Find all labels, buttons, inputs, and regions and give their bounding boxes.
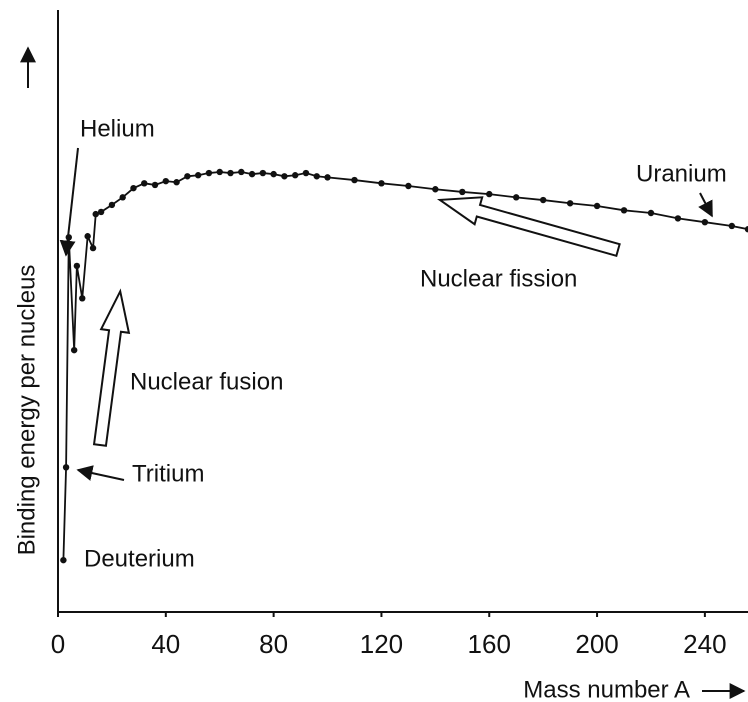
data-point	[459, 188, 466, 196]
x-tick-label: 240	[683, 629, 726, 659]
data-point	[62, 464, 70, 471]
data-point	[270, 170, 277, 178]
data-point	[119, 194, 126, 201]
data-point	[79, 295, 86, 302]
annotation: Nuclear fission	[420, 265, 577, 292]
data-point	[259, 169, 267, 177]
annotation: Deuterium	[84, 545, 195, 572]
data-point	[173, 179, 180, 186]
data-point	[84, 233, 91, 240]
data-point	[432, 186, 439, 193]
data-point	[141, 180, 148, 187]
data-point	[302, 169, 310, 177]
data-point	[378, 180, 385, 187]
data-point	[647, 209, 655, 217]
data-point	[744, 226, 748, 233]
x-tick-label: 0	[51, 629, 65, 659]
data-point	[291, 172, 299, 179]
y-axis-label: Binding energy per nucleus	[13, 265, 40, 556]
data-point	[701, 218, 709, 226]
x-tick-label: 40	[151, 629, 180, 659]
fusion-arrow	[92, 288, 131, 447]
data-point	[620, 207, 628, 214]
data-point	[539, 196, 547, 204]
data-point	[486, 190, 493, 198]
annotation: Tritium	[132, 460, 204, 487]
x-axis-label: Mass number A	[523, 676, 690, 702]
data-point	[184, 173, 191, 180]
annotation: Nuclear fusion	[130, 368, 283, 395]
data-point	[593, 202, 601, 210]
data-point	[162, 177, 170, 185]
uranium-arrow	[698, 192, 713, 218]
x-tick-label: 80	[259, 629, 288, 659]
data-point	[566, 200, 574, 207]
annotation: Uranium	[636, 160, 727, 187]
x-tick-label: 200	[575, 629, 618, 659]
annotation: Helium	[80, 115, 155, 142]
data-point	[130, 184, 137, 192]
data-point	[70, 346, 78, 354]
x-tick-label: 120	[360, 629, 403, 659]
data-point	[92, 210, 99, 218]
tritium-arrow	[76, 465, 125, 481]
data-point	[248, 170, 256, 178]
data-point	[65, 234, 72, 241]
data-point	[313, 173, 320, 180]
data-point	[151, 181, 159, 189]
data-point	[513, 194, 520, 201]
data-point	[73, 262, 81, 270]
data-point	[89, 244, 97, 252]
data-point	[216, 168, 223, 176]
x-tick-label: 160	[468, 629, 511, 659]
fission-arrow	[436, 196, 621, 258]
data-point	[60, 556, 67, 564]
data-point	[238, 168, 245, 176]
data-point	[108, 201, 116, 209]
data-point	[227, 169, 234, 177]
data-point	[194, 172, 202, 179]
data-point	[351, 176, 358, 184]
data-point	[97, 208, 105, 216]
data-point	[205, 169, 213, 177]
data-point	[674, 215, 682, 222]
data-point	[728, 222, 736, 230]
data-point	[405, 182, 412, 190]
data-point	[281, 173, 288, 180]
data-point	[324, 174, 331, 181]
data-line	[62, 171, 748, 561]
